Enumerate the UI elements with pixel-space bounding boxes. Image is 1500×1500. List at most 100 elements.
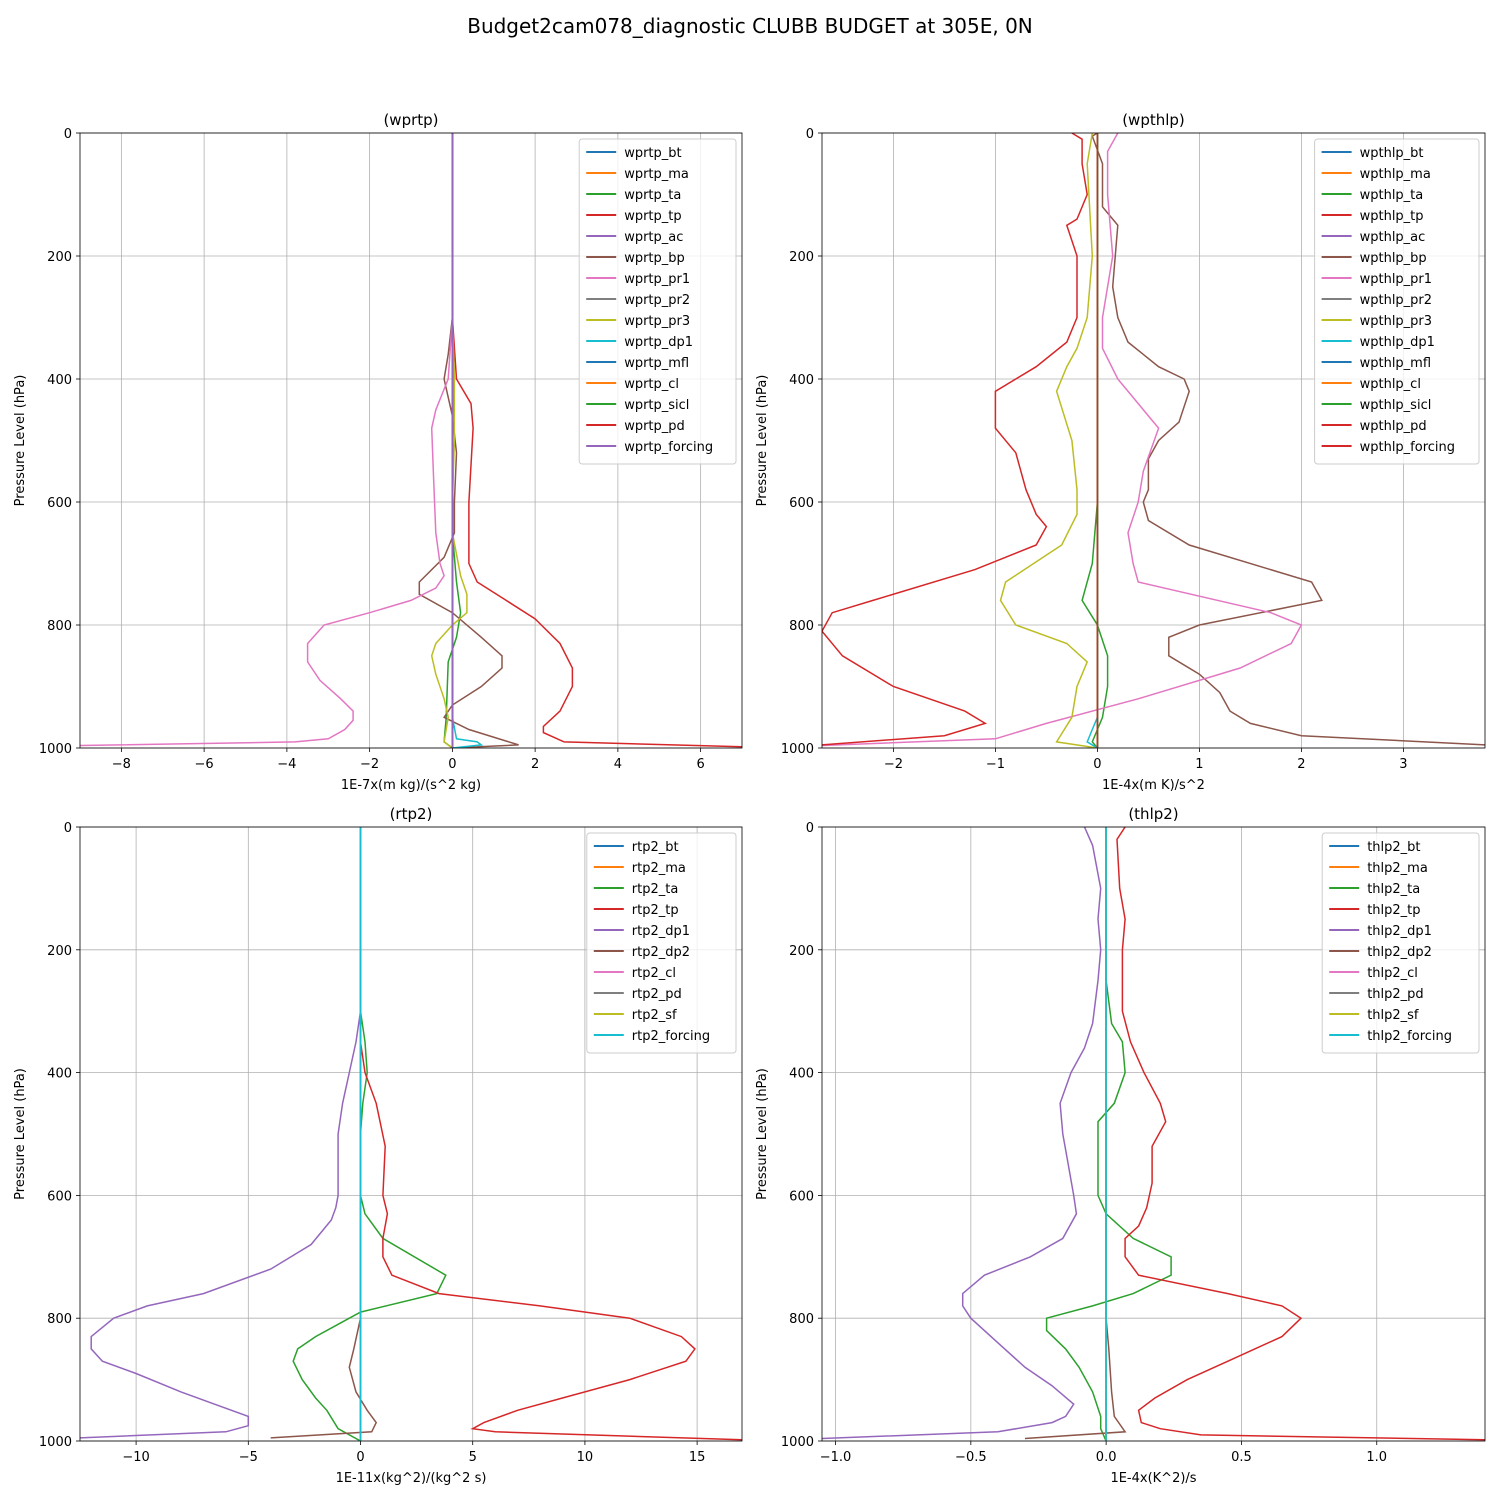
series-line-wpthlp_dp1: [1086, 133, 1099, 748]
y-tick-label: 200: [47, 944, 72, 959]
y-tick-label: 1000: [781, 1435, 814, 1450]
legend-label: wprtp_mfl: [624, 356, 689, 371]
x-tick-label: −10: [122, 1450, 149, 1465]
series-line-wprtp_bp: [418, 133, 519, 748]
subplot-title: (rtp2): [390, 805, 433, 823]
legend-label: wpthlp_pd: [1360, 419, 1427, 434]
legend-box: [586, 832, 737, 1054]
legend-label: wpthlp_pr2: [1360, 293, 1432, 308]
subplot-2: −10 −5 0 5 10 15 0 200 400 600 800 1000 (rtp2) 1E-11x…: [13, 805, 743, 1486]
legend-label: wpthlp_pr1: [1360, 272, 1432, 287]
legend-box: [1314, 138, 1480, 465]
y-tick-label: 600: [789, 1189, 814, 1204]
legend-label: wprtp_pd: [624, 419, 685, 434]
legend-label: wpthlp_pr3: [1360, 314, 1432, 329]
series-line-wpthlp_bp: [1091, 133, 1485, 746]
x-tick-label: 1.0: [1366, 1450, 1387, 1465]
legend-label: rtp2_forcing: [632, 1029, 710, 1044]
legend-label: thlp2_tp: [1367, 903, 1420, 918]
x-tick-label: −2: [884, 757, 903, 772]
x-tick-label: 0: [356, 1450, 364, 1465]
legend-label: wprtp_pr3: [624, 314, 690, 329]
subplot-3: −1.0 −0.5 0.0 0.5 1.0 0 200 400 600 800 1000 (thlp2…: [755, 805, 1486, 1486]
series-line-rtp2_dp1: [80, 827, 362, 1439]
figure-title: Budget2cam078_diagnostic CLUBB BUDGET at…: [467, 14, 1033, 38]
series-group: [822, 827, 1485, 1441]
series-line-wprtp_pr3: [430, 133, 468, 748]
legend-label: rtp2_cl: [632, 966, 676, 981]
legend-label: wprtp_cl: [624, 377, 679, 392]
x-tick-label: −0.5: [955, 1450, 987, 1465]
legend-label: thlp2_bt: [1367, 840, 1420, 855]
legend-label: rtp2_tp: [632, 903, 679, 918]
x-axis-label: 1E-7x(m kg)/(s^2 kg): [341, 778, 481, 793]
legend-label: thlp2_dp2: [1367, 945, 1432, 960]
series-line-wpthlp_pr1: [822, 133, 1303, 747]
legend-label: wprtp_dp1: [624, 335, 693, 350]
y-tick-label: 0: [64, 127, 72, 142]
x-tick-label: −1: [986, 757, 1005, 772]
legend-label: wprtp_bt: [624, 146, 681, 161]
axes-frame: [821, 826, 1486, 1442]
legend-label: wpthlp_mfl: [1360, 356, 1431, 371]
legend: rtp2_bt rtp2_ma rtp2_ta rtp2_tp rtp2_dp1 rtp2…: [586, 832, 737, 1054]
y-tick-label: 0: [806, 127, 814, 142]
x-tick-label: 6: [696, 757, 704, 772]
x-tick-label: 2: [1297, 757, 1305, 772]
y-tick-label: 200: [789, 944, 814, 959]
y-tick-label: 200: [47, 250, 72, 265]
y-tick-label: 1000: [39, 742, 72, 757]
x-tick-label: −1.0: [820, 1450, 852, 1465]
y-tick-label: 600: [789, 496, 814, 511]
y-axis-label: Pressure Level (hPa): [755, 1068, 770, 1200]
x-tick-label: 15: [689, 1450, 706, 1465]
x-tick-label: 4: [614, 757, 622, 772]
legend-label: wpthlp_bp: [1360, 251, 1427, 266]
y-tick-label: 0: [64, 821, 72, 836]
axes-frame: [79, 826, 743, 1442]
series-line-thlp2_dp1: [822, 827, 1102, 1440]
legend: wpthlp_bt wpthlp_ma wpthlp_ta wpthlp_tpwpth…: [1314, 138, 1480, 465]
x-tick-label: −4: [277, 757, 296, 772]
y-tick-label: 400: [47, 373, 72, 388]
series-group: [822, 133, 1485, 748]
legend-label: wprtp_sicl: [624, 398, 689, 413]
series-line-wprtp_dp1: [451, 133, 484, 748]
series-group: [80, 827, 742, 1441]
x-tick-label: −2: [360, 757, 379, 772]
x-tick-label: 3: [1399, 757, 1407, 772]
legend: thlp2_bt thlp2_ma thlp2_ta thlp2_tp thlp2_dp…: [1321, 832, 1480, 1054]
x-tick-label: −5: [239, 1450, 258, 1465]
legend-label: wprtp_forcing: [624, 440, 713, 455]
x-tick-label: 2: [531, 757, 539, 772]
y-tick-label: 800: [47, 619, 72, 634]
legend-label: rtp2_ta: [632, 882, 679, 897]
legend-label: wprtp_ta: [624, 188, 681, 203]
legend-label: rtp2_bt: [632, 840, 679, 855]
y-tick-label: 1000: [781, 742, 814, 757]
legend-label: wpthlp_bt: [1360, 146, 1424, 161]
series-line-thlp2_ta: [1045, 827, 1172, 1441]
series-line-wpthlp_forcing: [822, 133, 1088, 746]
y-tick-label: 0: [806, 821, 814, 836]
series-group: [80, 133, 742, 748]
legend-label: wprtp_tp: [624, 209, 681, 224]
y-tick-label: 1000: [39, 1435, 72, 1450]
x-tick-label: −6: [195, 757, 214, 772]
y-tick-label: 400: [47, 1067, 72, 1082]
legend-label: rtp2_sf: [632, 1008, 677, 1023]
legend-label: thlp2_forcing: [1367, 1029, 1452, 1044]
series-line-rtp2_tp: [359, 827, 742, 1441]
legend-label: rtp2_dp1: [632, 924, 690, 939]
series-line-thlp2_dp2: [1024, 827, 1127, 1440]
axes-frame: [821, 132, 1486, 749]
y-tick-label: 200: [789, 250, 814, 265]
series-line-rtp2_ta: [292, 827, 447, 1441]
subplot-title: (wpthlp): [1122, 111, 1185, 129]
series-line-wpthlp_pr3: [999, 133, 1098, 748]
legend-label: wprtp_bp: [624, 251, 685, 266]
x-tick-label: 0: [1093, 757, 1101, 772]
legend-label: thlp2_sf: [1367, 1008, 1419, 1023]
x-axis-label: 1E-11x(kg^2)/(kg^2 s): [336, 1471, 487, 1486]
legend-label: wpthlp_dp1: [1360, 335, 1435, 350]
